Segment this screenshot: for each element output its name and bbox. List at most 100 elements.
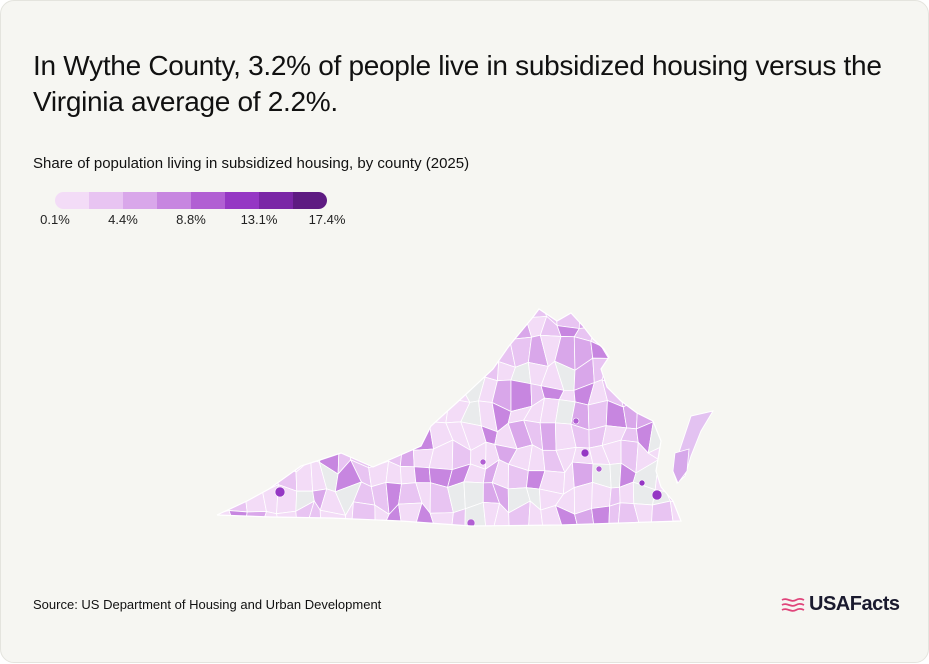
county-region: [413, 315, 436, 349]
county-region: [398, 309, 421, 319]
county-region: [227, 386, 245, 409]
county-region: [370, 309, 391, 325]
legend-swatch-1: [89, 192, 123, 209]
county-region: [663, 358, 681, 391]
county-region: [334, 418, 358, 446]
county-region: [276, 341, 295, 370]
county-region: [372, 319, 391, 349]
county-region: [401, 410, 422, 429]
county-region: [402, 365, 424, 386]
county-region: [492, 309, 514, 328]
county-region: [334, 336, 361, 367]
county-region: [274, 309, 294, 327]
independent-city: [651, 489, 663, 501]
county-region: [669, 500, 681, 526]
county-region: [383, 334, 404, 367]
county-region: [354, 365, 372, 385]
county-region: [339, 379, 357, 409]
county-region: [668, 396, 681, 428]
county-region: [276, 510, 298, 526]
county-region: [369, 361, 393, 389]
source-note: Source: US Department of Housing and Urb…: [33, 597, 382, 612]
county-region: [243, 381, 264, 409]
county-region: [289, 318, 308, 348]
county-region: [464, 335, 488, 365]
county-region: [428, 319, 455, 348]
county-region: [491, 320, 513, 341]
county-region: [655, 339, 668, 364]
northampton-county: [672, 448, 690, 484]
county-region: [224, 317, 248, 343]
county-region: [293, 341, 310, 370]
county-region: [309, 402, 326, 432]
county-region: [421, 368, 436, 381]
county-region: [372, 422, 386, 447]
county-region: [554, 504, 579, 526]
flag-icon: [781, 597, 805, 612]
county-region: [528, 500, 544, 526]
county-region: [257, 378, 284, 409]
county-region: [319, 336, 343, 370]
legend-label: 8.8%: [176, 212, 206, 227]
county-region: [242, 359, 264, 391]
county-region: [320, 402, 345, 433]
county-region: [509, 317, 533, 340]
county-region: [621, 314, 637, 350]
county-region: [608, 502, 621, 526]
county-region: [429, 512, 454, 526]
county-region: [451, 508, 466, 526]
county-region: [217, 444, 231, 474]
legend-labels: 0.1% 4.4% 8.8% 13.1% 17.4%: [40, 212, 355, 232]
county-region: [349, 418, 375, 446]
county-region: [319, 362, 343, 381]
county-region: [370, 346, 393, 371]
county-region: [413, 334, 436, 371]
county-region: [276, 360, 295, 384]
legend-swatch-7: [293, 192, 327, 209]
county-region: [381, 361, 404, 388]
county-region: [666, 317, 681, 341]
county-region: [511, 309, 529, 322]
county-region: [217, 469, 235, 496]
county-region: [355, 309, 374, 321]
county-region: [480, 309, 497, 328]
county-region: [306, 309, 321, 329]
legend-swatch-3: [157, 192, 191, 209]
brand-name: USAFacts: [809, 593, 900, 615]
independent-city: [479, 458, 487, 466]
county-region: [319, 326, 338, 340]
legend-label: 4.4%: [108, 212, 138, 227]
county-region: [539, 422, 557, 451]
independent-city: [580, 448, 590, 458]
county-region: [273, 401, 298, 434]
county-region: [242, 340, 258, 366]
county-region: [635, 343, 660, 364]
county-region: [257, 317, 279, 351]
county-region: [401, 377, 424, 412]
county-region: [508, 500, 531, 526]
county-region: [618, 345, 637, 365]
chart-subtitle: Share of population living in subsidized…: [33, 155, 470, 172]
county-region: [617, 355, 640, 392]
county-region: [241, 441, 267, 466]
county-region: [381, 419, 405, 448]
county-region: [336, 309, 358, 329]
county-region: [217, 339, 227, 370]
county-region: [590, 340, 610, 359]
county-region: [334, 404, 358, 424]
county-region: [291, 382, 314, 407]
county-region: [256, 347, 278, 366]
county-region: [401, 419, 422, 451]
county-region: [591, 505, 610, 526]
county-region: [257, 309, 279, 320]
county-region: [227, 445, 249, 471]
county-region: [595, 309, 610, 328]
county-region: [355, 317, 374, 349]
county-region: [650, 361, 668, 383]
county-region: [369, 376, 384, 404]
county-region: [428, 309, 453, 325]
county-region: [540, 505, 564, 526]
legend-label: 17.4%: [308, 212, 346, 227]
